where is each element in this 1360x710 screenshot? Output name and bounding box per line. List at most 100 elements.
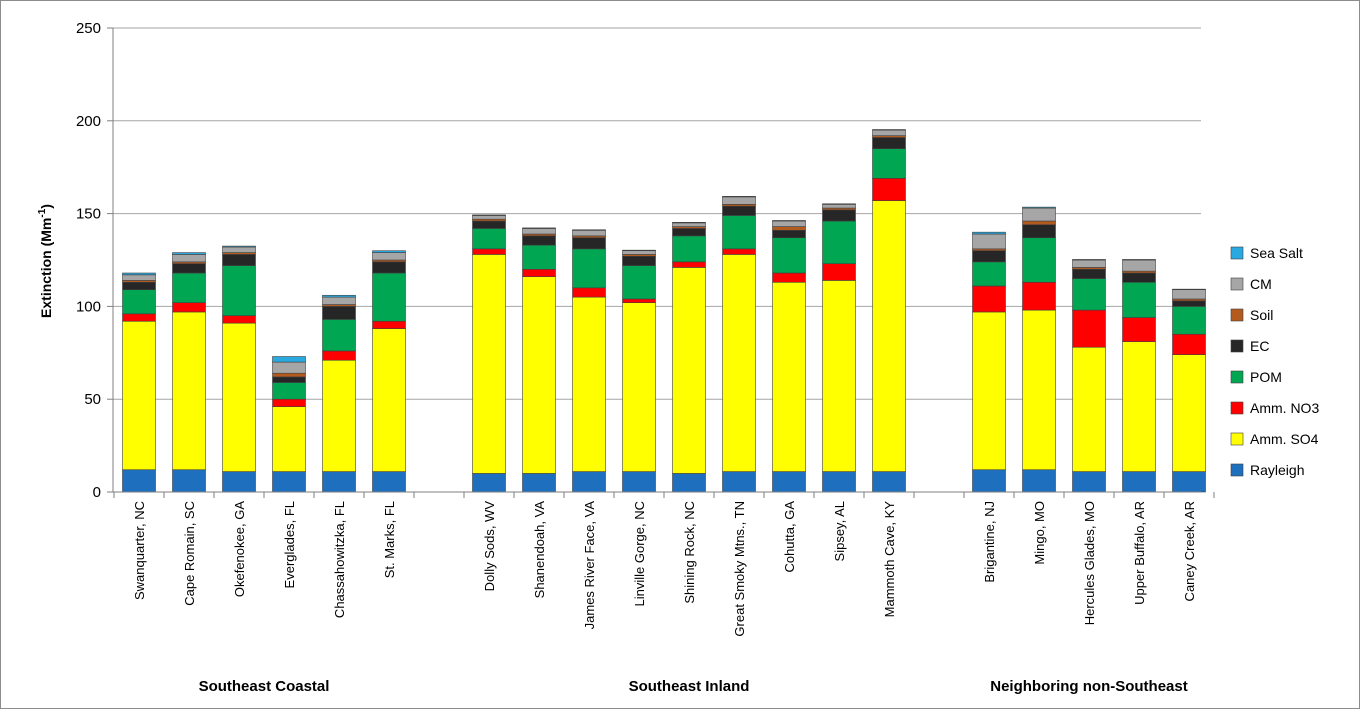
bar-segment-sea-salt [272, 356, 306, 363]
legend-label: Soil [1250, 307, 1273, 323]
bar-segment-sea-salt [672, 222, 706, 224]
bar-segment-ec [622, 255, 656, 266]
bar-segment-cm [1172, 289, 1206, 300]
bar-segment-cm [572, 230, 606, 237]
bar-segment-amm-so4 [122, 320, 156, 471]
x-category-label: Brigantine, NJ [982, 501, 997, 583]
legend-label: Rayleigh [1250, 462, 1304, 478]
bar-segment-amm-no3 [1122, 317, 1156, 342]
bar-segment-pom [872, 148, 906, 179]
legend: Sea Salt CM Soil EC POM Amm. NO3 Amm. SO4 Rayle… [1230, 245, 1319, 478]
x-category-label: Dolly Sods, WV [482, 501, 497, 592]
bar-segment-cm [772, 220, 806, 227]
bar-segment-rayleigh [572, 471, 606, 493]
bar-segment-rayleigh [872, 471, 906, 493]
group-label: Southeast Inland [629, 678, 750, 695]
bar-segment-amm-so4 [872, 200, 906, 472]
legend-swatch [1230, 246, 1244, 260]
bar-segment-amm-no3 [972, 285, 1006, 313]
bar-segment-amm-so4 [322, 359, 356, 472]
y-tick-label: 0 [93, 484, 101, 501]
bar-segment-rayleigh [672, 473, 706, 493]
legend-swatch [1230, 370, 1244, 384]
bar-segment-amm-so4 [622, 302, 656, 472]
bar-segment-amm-so4 [522, 276, 556, 474]
bar-segment-sea-salt [122, 272, 156, 276]
bar-segment-sea-salt [972, 231, 1006, 235]
bar-segment-pom [1022, 237, 1056, 283]
bar-segment-pom [372, 272, 406, 322]
bar-segment-amm-so4 [1072, 346, 1106, 472]
bar-segment-rayleigh [722, 471, 756, 493]
bar-segment-cm [472, 215, 506, 220]
bar-segment-amm-no3 [572, 287, 606, 298]
bar-segment-cm [972, 233, 1006, 250]
x-category-label: Chassahowitzka, FL [332, 501, 347, 618]
bar-segment-ec [272, 376, 306, 383]
bar-segment-sea-salt [622, 249, 656, 252]
bar-segment-sea-salt [522, 227, 556, 229]
bar-segment-ec [222, 254, 256, 266]
bar-segment-pom [972, 261, 1006, 287]
bar-segment-pom [222, 265, 256, 316]
bar-segment-rayleigh [1072, 471, 1106, 493]
bar-segment-cm [172, 254, 206, 263]
x-category-label: Cape Romain, SC [182, 501, 197, 606]
bar-segment-cm [272, 361, 306, 374]
bar-segment-ec [322, 306, 356, 320]
bar-segment-pom [522, 244, 556, 270]
bar-segment-ec [522, 235, 556, 246]
bar-segment-amm-no3 [522, 268, 556, 278]
y-axis-label-superscript: -1 [37, 208, 48, 217]
bar-segment-ec [672, 228, 706, 237]
bar-segment-amm-so4 [972, 311, 1006, 471]
legend-swatch [1230, 463, 1244, 477]
bar-segment-amm-so4 [722, 254, 756, 472]
legend-label: Amm. NO3 [1250, 400, 1319, 416]
bar-segment-ec [872, 137, 906, 149]
legend-swatch [1230, 432, 1244, 446]
y-tick-label: 200 [76, 113, 101, 130]
bar-segment-pom [1122, 281, 1156, 318]
bar-segment-ec [722, 205, 756, 216]
x-category-label: Mammoth Cave, KY [882, 501, 897, 618]
x-category-label: Great Smoky Mtns., TN [732, 501, 747, 637]
bar-segment-cm [622, 250, 656, 255]
bar-segment-sea-salt [722, 196, 756, 198]
bar-segment-rayleigh [322, 471, 356, 493]
bar-segment-amm-so4 [772, 281, 806, 472]
bars [122, 129, 1206, 493]
bar-segment-ec [1072, 268, 1106, 279]
legend-label: Sea Salt [1250, 245, 1303, 261]
x-category-label: Okefenokee, GA [232, 501, 247, 597]
y-tick-label: 250 [76, 20, 101, 37]
legend-swatch [1230, 401, 1244, 415]
bar-segment-rayleigh [972, 469, 1006, 493]
bar-segment-sea-salt [572, 229, 606, 231]
bar-segment-sea-salt [222, 245, 256, 248]
legend-label: Amm. SO4 [1250, 431, 1319, 447]
bar-segment-amm-no3 [672, 261, 706, 268]
bar-segment-rayleigh [622, 471, 656, 493]
bar-segment-ec [1122, 272, 1156, 283]
legend-swatch [1230, 277, 1244, 291]
axes: 0 50 100 150 200 250 Swanquarter, NC Cape Romai… [76, 20, 1215, 695]
bar-segment-pom [322, 319, 356, 352]
bar-segment-soil [772, 226, 806, 231]
bar-segment-sea-salt [772, 220, 806, 222]
bar-segment-ec [122, 281, 156, 290]
bar-segment-amm-so4 [272, 406, 306, 472]
bar-segment-cm [322, 296, 356, 305]
bar-segment-ec [772, 230, 806, 239]
y-axis-label: Extinction (Mm-1) [37, 204, 54, 318]
bar-segment-pom [1172, 306, 1206, 335]
bar-segment-cm [522, 228, 556, 235]
x-category-label: Caney Creek, AR [1182, 501, 1197, 601]
bar-segment-cm [222, 246, 256, 253]
x-category-label: Upper Buffalo, AR [1132, 501, 1147, 605]
bar-segment-amm-no3 [872, 178, 906, 201]
bar-segment-sea-salt [1122, 259, 1156, 261]
bar-segment-amm-no3 [472, 248, 506, 255]
legend-label: POM [1250, 369, 1282, 385]
